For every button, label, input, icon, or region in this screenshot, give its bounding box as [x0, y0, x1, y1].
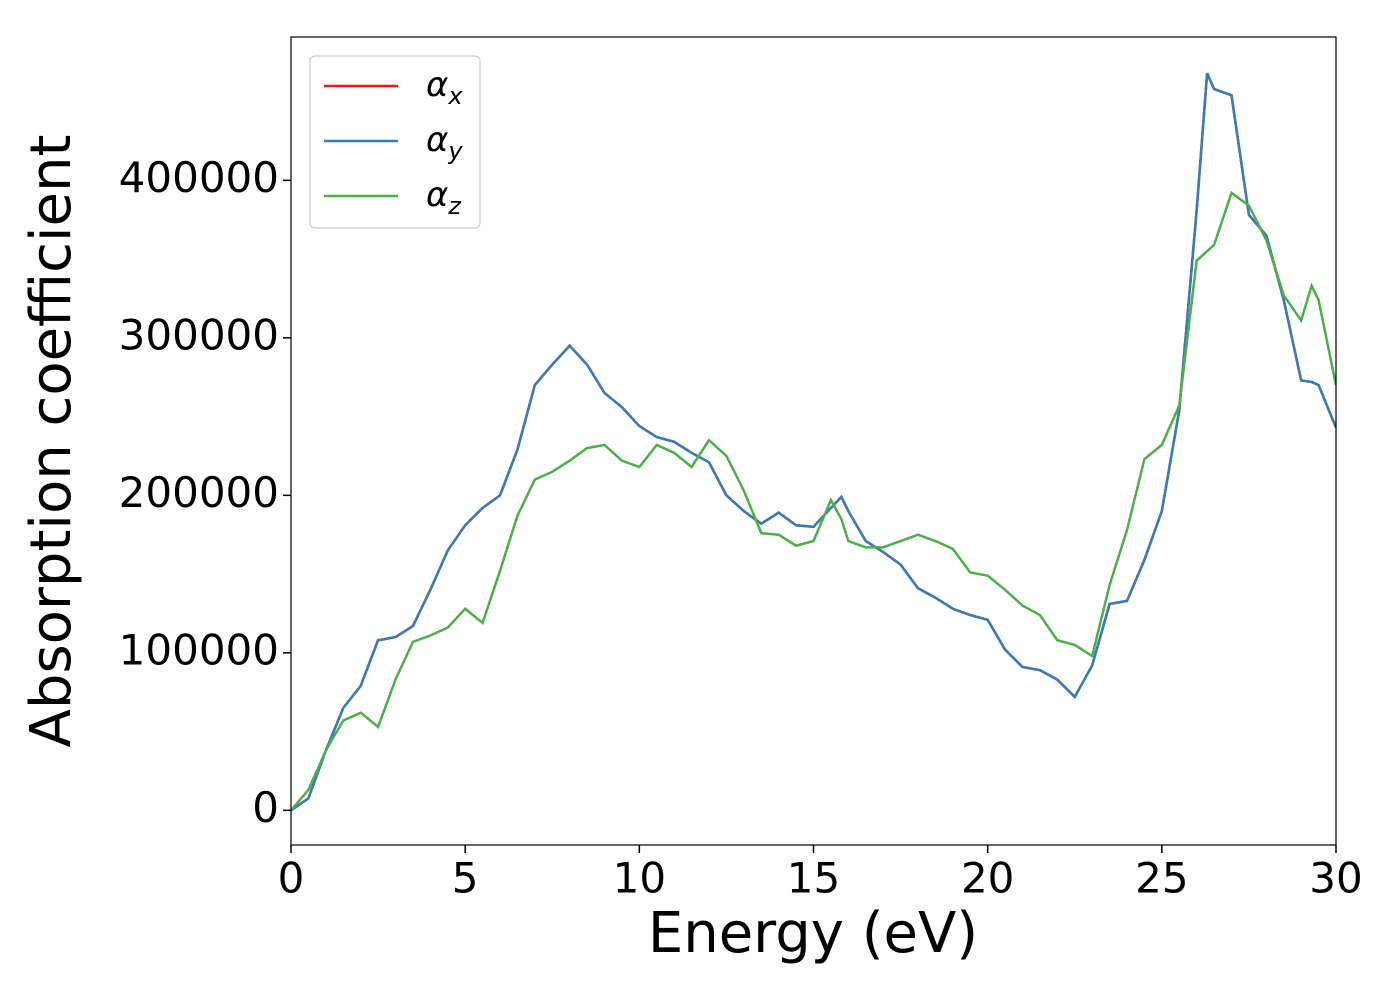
- y-tick-label: 200000: [119, 468, 279, 517]
- plot-frame: [290, 36, 1337, 846]
- legend-label: αy: [426, 120, 463, 165]
- y-axis-label: Absorption coefficient: [19, 135, 84, 748]
- x-tick-label: 0: [278, 854, 305, 903]
- x-tick-label: 20: [961, 854, 1014, 903]
- legend-label: αz: [426, 175, 462, 220]
- legend-label: αx: [426, 65, 463, 110]
- series-line: [291, 72, 1336, 812]
- x-tick-label: 25: [1135, 854, 1188, 903]
- series-line: [291, 190, 1336, 812]
- x-tick-label: 5: [452, 854, 479, 903]
- y-tick-label: 300000: [119, 310, 279, 359]
- x-axis-label: Energy (eV): [648, 901, 978, 966]
- y-tick-label: 0: [252, 783, 279, 832]
- y-tick-label: 400000: [119, 153, 279, 202]
- x-tick-label: 10: [613, 854, 666, 903]
- x-tick-label: 15: [787, 854, 840, 903]
- x-tick-label: 30: [1309, 854, 1362, 903]
- y-tick-label: 100000: [119, 625, 279, 674]
